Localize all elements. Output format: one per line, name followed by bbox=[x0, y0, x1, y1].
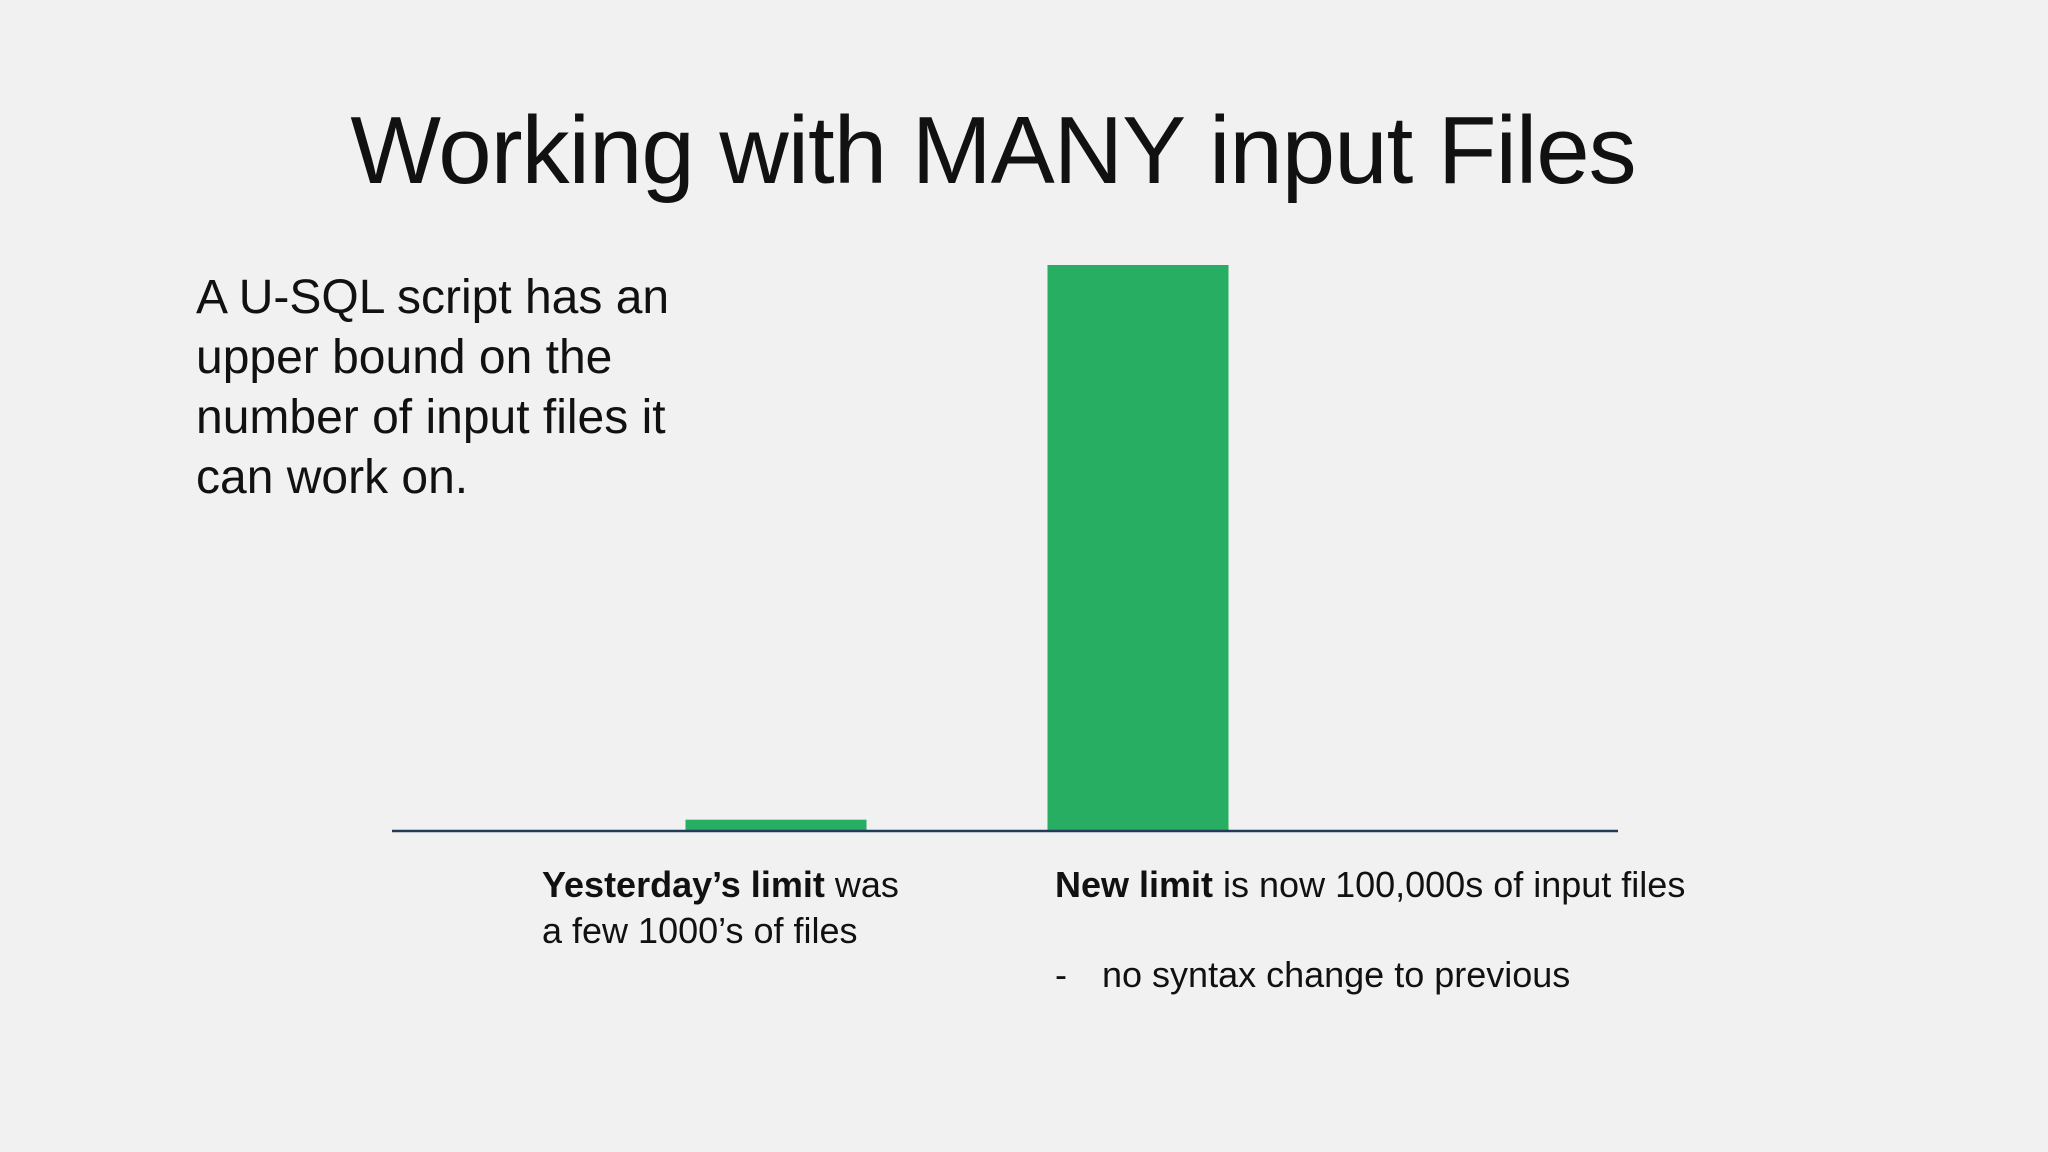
intro-text: A U-SQL script has an upper bound on the… bbox=[196, 271, 670, 504]
new-limit-text: is now 100,000s of input files bbox=[1213, 864, 1686, 905]
yesterday-limit-label: Yesterday’s limit bbox=[542, 864, 825, 905]
note-bullet: - bbox=[1055, 954, 1067, 995]
slide-title: Working with MANY input Files bbox=[350, 97, 1636, 204]
yesterday-limit-caption: Yesterday’s limit was a few 1000’s of fi… bbox=[542, 862, 899, 954]
note-text: no syntax change to previous bbox=[1102, 954, 1571, 995]
yesterday-limit-text: was bbox=[824, 864, 899, 905]
new-limit-label: New limit bbox=[1055, 864, 1214, 905]
new-limit-caption: New limit is now 100,000s of input files bbox=[1055, 862, 1685, 908]
bar-yesterday-limit bbox=[685, 819, 867, 831]
bars-layer bbox=[685, 265, 1229, 831]
bar-new-limit bbox=[1047, 265, 1229, 831]
syntax-note: - no syntax change to previous bbox=[1055, 952, 1570, 998]
yesterday-limit-detail: a few 1000’s of files bbox=[542, 910, 858, 951]
